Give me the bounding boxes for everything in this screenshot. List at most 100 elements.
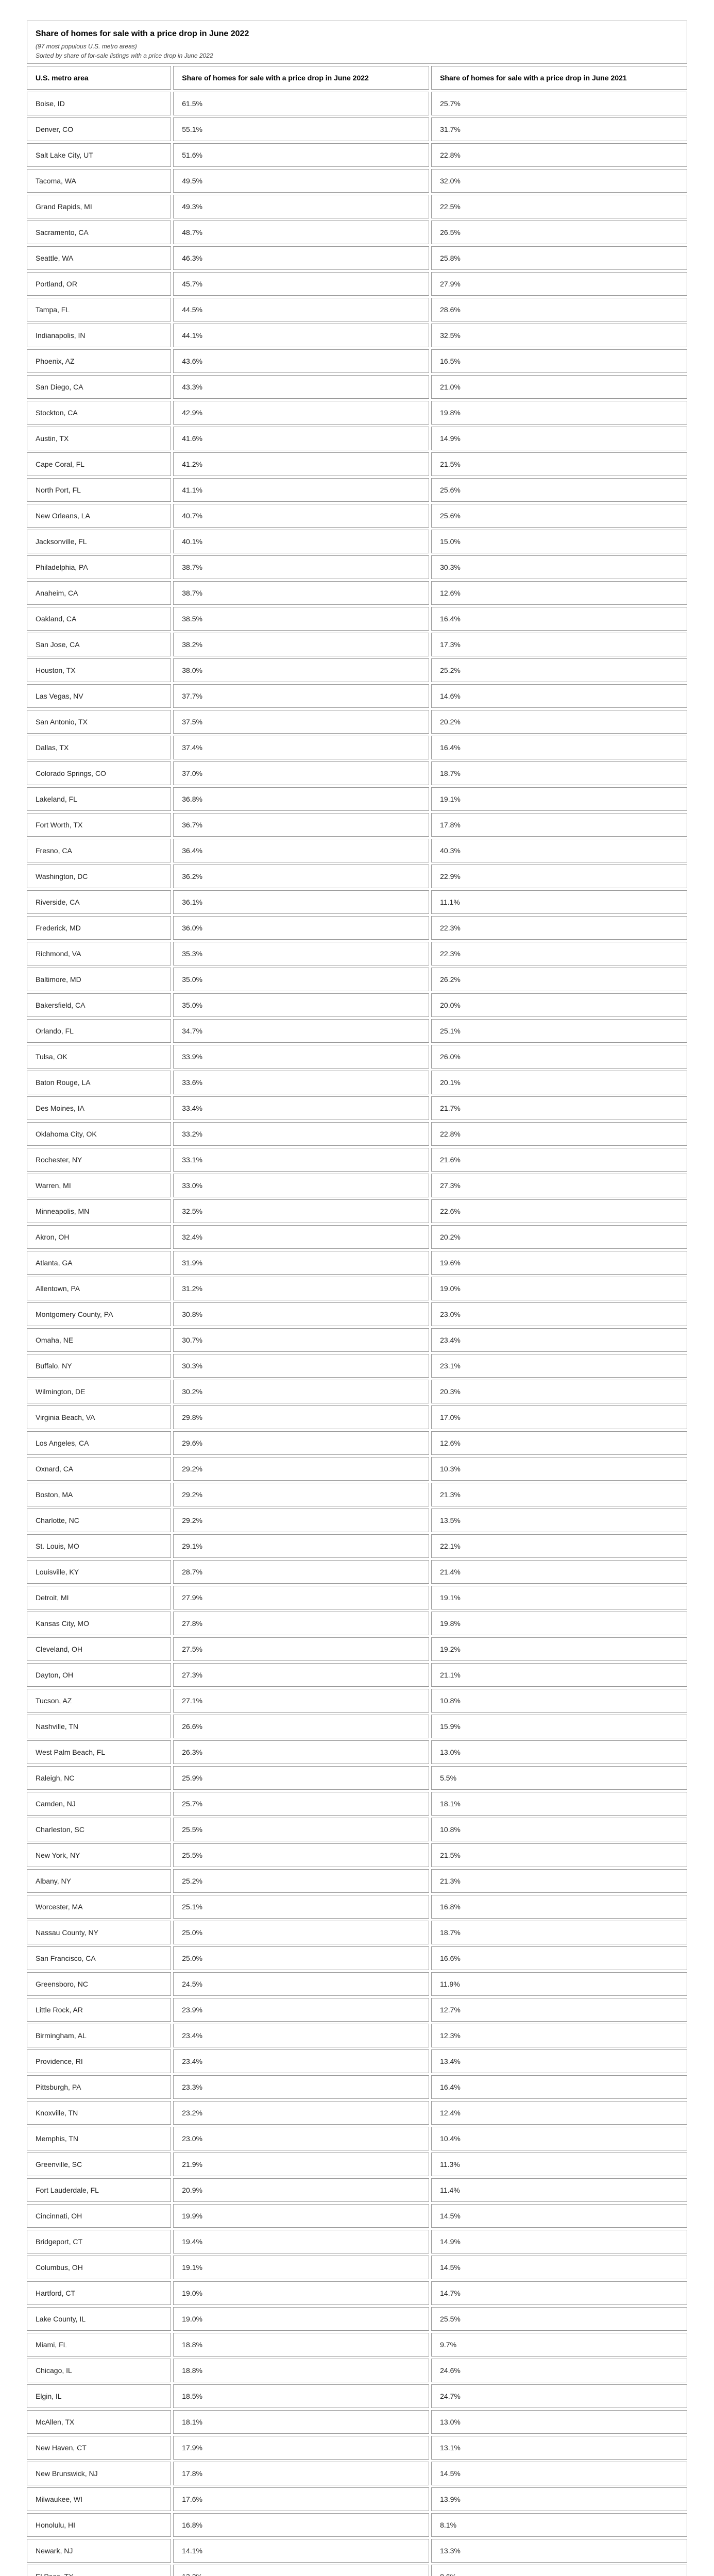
cell-share-2021: 18.7% xyxy=(431,761,687,785)
table-row: Oxnard, CA29.2%10.3% xyxy=(27,1457,687,1481)
cell-share-2022: 25.5% xyxy=(173,1818,429,1841)
table-row: New Orleans, LA40.7%25.6% xyxy=(27,504,687,528)
cell-share-2022: 19.1% xyxy=(173,2256,429,2279)
cell-share-2022: 44.5% xyxy=(173,298,429,321)
cell-share-2022: 43.3% xyxy=(173,375,429,399)
table-row: Minneapolis, MN32.5%22.6% xyxy=(27,1199,687,1223)
cell-metro: North Port, FL xyxy=(27,478,171,502)
cell-share-2022: 36.1% xyxy=(173,890,429,914)
cell-share-2021: 27.9% xyxy=(431,272,687,296)
cell-share-2022: 29.2% xyxy=(173,1457,429,1481)
cell-metro: Detroit, MI xyxy=(27,1586,171,1609)
cell-share-2022: 46.3% xyxy=(173,246,429,270)
table-row: Detroit, MI27.9%19.1% xyxy=(27,1586,687,1609)
cell-metro: Buffalo, NY xyxy=(27,1354,171,1378)
table-row: Dallas, TX37.4%16.4% xyxy=(27,736,687,759)
cell-share-2022: 29.2% xyxy=(173,1483,429,1506)
cell-metro: Lakeland, FL xyxy=(27,787,171,811)
cell-metro: Des Moines, IA xyxy=(27,1096,171,1120)
table-row: Anaheim, CA38.7%12.6% xyxy=(27,581,687,605)
cell-share-2021: 21.5% xyxy=(431,1843,687,1867)
cell-share-2021: 15.9% xyxy=(431,1715,687,1738)
table-row: Louisville, KY28.7%21.4% xyxy=(27,1560,687,1584)
table-row: Albany, NY25.2%21.3% xyxy=(27,1869,687,1893)
table-row: Providence, RI23.4%13.4% xyxy=(27,2049,687,2073)
cell-share-2021: 17.8% xyxy=(431,813,687,837)
cell-metro: Lake County, IL xyxy=(27,2307,171,2331)
cell-share-2022: 35.3% xyxy=(173,942,429,965)
cell-share-2022: 38.0% xyxy=(173,658,429,682)
cell-share-2022: 32.4% xyxy=(173,1225,429,1249)
cell-share-2022: 18.5% xyxy=(173,2384,429,2408)
cell-metro: Warren, MI xyxy=(27,1174,171,1197)
cell-share-2022: 30.3% xyxy=(173,1354,429,1378)
cell-share-2021: 22.6% xyxy=(431,1199,687,1223)
cell-metro: Charleston, SC xyxy=(27,1818,171,1841)
table-row: Baton Rouge, LA33.6%20.1% xyxy=(27,1071,687,1094)
cell-metro: Riverside, CA xyxy=(27,890,171,914)
cell-share-2022: 19.9% xyxy=(173,2204,429,2228)
table-row: Honolulu, HI16.8%8.1% xyxy=(27,2513,687,2537)
cell-share-2022: 13.3% xyxy=(173,2565,429,2576)
cell-metro: Colorado Springs, CO xyxy=(27,761,171,785)
cell-metro: Boise, ID xyxy=(27,92,171,115)
table-row: Chicago, IL18.8%24.6% xyxy=(27,2359,687,2382)
cell-share-2021: 15.0% xyxy=(431,530,687,553)
cell-share-2021: 22.3% xyxy=(431,916,687,940)
cell-share-2022: 61.5% xyxy=(173,92,429,115)
cell-metro: Richmond, VA xyxy=(27,942,171,965)
cell-metro: Tucson, AZ xyxy=(27,1689,171,1713)
cell-share-2022: 44.1% xyxy=(173,324,429,347)
cell-metro: Philadelphia, PA xyxy=(27,555,171,579)
cell-metro: Indianapolis, IN xyxy=(27,324,171,347)
table-row: Denver, CO55.1%31.7% xyxy=(27,117,687,141)
table-row: El Paso, TX13.3%8.6% xyxy=(27,2565,687,2576)
cell-share-2021: 9.7% xyxy=(431,2333,687,2357)
table-row: Buffalo, NY30.3%23.1% xyxy=(27,1354,687,1378)
col-header-metro: U.S. metro area xyxy=(27,66,171,90)
table-wrap: Share of homes for sale with a price dro… xyxy=(25,19,689,2576)
cell-metro: Los Angeles, CA xyxy=(27,1431,171,1455)
cell-share-2022: 27.3% xyxy=(173,1663,429,1687)
cell-metro: Honolulu, HI xyxy=(27,2513,171,2537)
cell-metro: San Antonio, TX xyxy=(27,710,171,734)
cell-share-2021: 10.4% xyxy=(431,2127,687,2150)
cell-metro: Orlando, FL xyxy=(27,1019,171,1043)
cell-share-2021: 25.8% xyxy=(431,246,687,270)
table-row: New Haven, CT17.9%13.1% xyxy=(27,2436,687,2460)
table-row: Tulsa, OK33.9%26.0% xyxy=(27,1045,687,1069)
cell-share-2022: 26.6% xyxy=(173,1715,429,1738)
cell-share-2022: 24.5% xyxy=(173,1972,429,1996)
cell-metro: Albany, NY xyxy=(27,1869,171,1893)
cell-share-2021: 19.8% xyxy=(431,401,687,425)
cell-share-2022: 33.9% xyxy=(173,1045,429,1069)
cell-share-2021: 23.0% xyxy=(431,1302,687,1326)
table-title: Share of homes for sale with a price dro… xyxy=(36,29,249,38)
cell-share-2022: 20.9% xyxy=(173,2178,429,2202)
cell-share-2022: 32.5% xyxy=(173,1199,429,1223)
cell-metro: Little Rock, AR xyxy=(27,1998,171,2022)
cell-share-2021: 19.6% xyxy=(431,1251,687,1275)
table-row: Charleston, SC25.5%10.8% xyxy=(27,1818,687,1841)
cell-metro: Rochester, NY xyxy=(27,1148,171,1172)
cell-metro: Grand Rapids, MI xyxy=(27,195,171,218)
cell-share-2022: 48.7% xyxy=(173,221,429,244)
cell-metro: San Diego, CA xyxy=(27,375,171,399)
cell-metro: Austin, TX xyxy=(27,427,171,450)
cell-metro: Greenville, SC xyxy=(27,2153,171,2176)
table-row: Virginia Beach, VA29.8%17.0% xyxy=(27,1405,687,1429)
cell-share-2021: 25.2% xyxy=(431,658,687,682)
subtitle-line-2: Sorted by share of for-sale listings wit… xyxy=(36,52,213,59)
cell-metro: Cincinnati, OH xyxy=(27,2204,171,2228)
cell-share-2022: 27.9% xyxy=(173,1586,429,1609)
cell-share-2021: 10.8% xyxy=(431,1818,687,1841)
cell-metro: Dallas, TX xyxy=(27,736,171,759)
table-row: Tampa, FL44.5%28.6% xyxy=(27,298,687,321)
cell-share-2022: 29.6% xyxy=(173,1431,429,1455)
cell-metro: New Brunswick, NJ xyxy=(27,2462,171,2485)
table-row: Memphis, TN23.0%10.4% xyxy=(27,2127,687,2150)
cell-metro: Anaheim, CA xyxy=(27,581,171,605)
cell-metro: Nassau County, NY xyxy=(27,1921,171,1944)
table-row: Dayton, OH27.3%21.1% xyxy=(27,1663,687,1687)
cell-metro: Houston, TX xyxy=(27,658,171,682)
